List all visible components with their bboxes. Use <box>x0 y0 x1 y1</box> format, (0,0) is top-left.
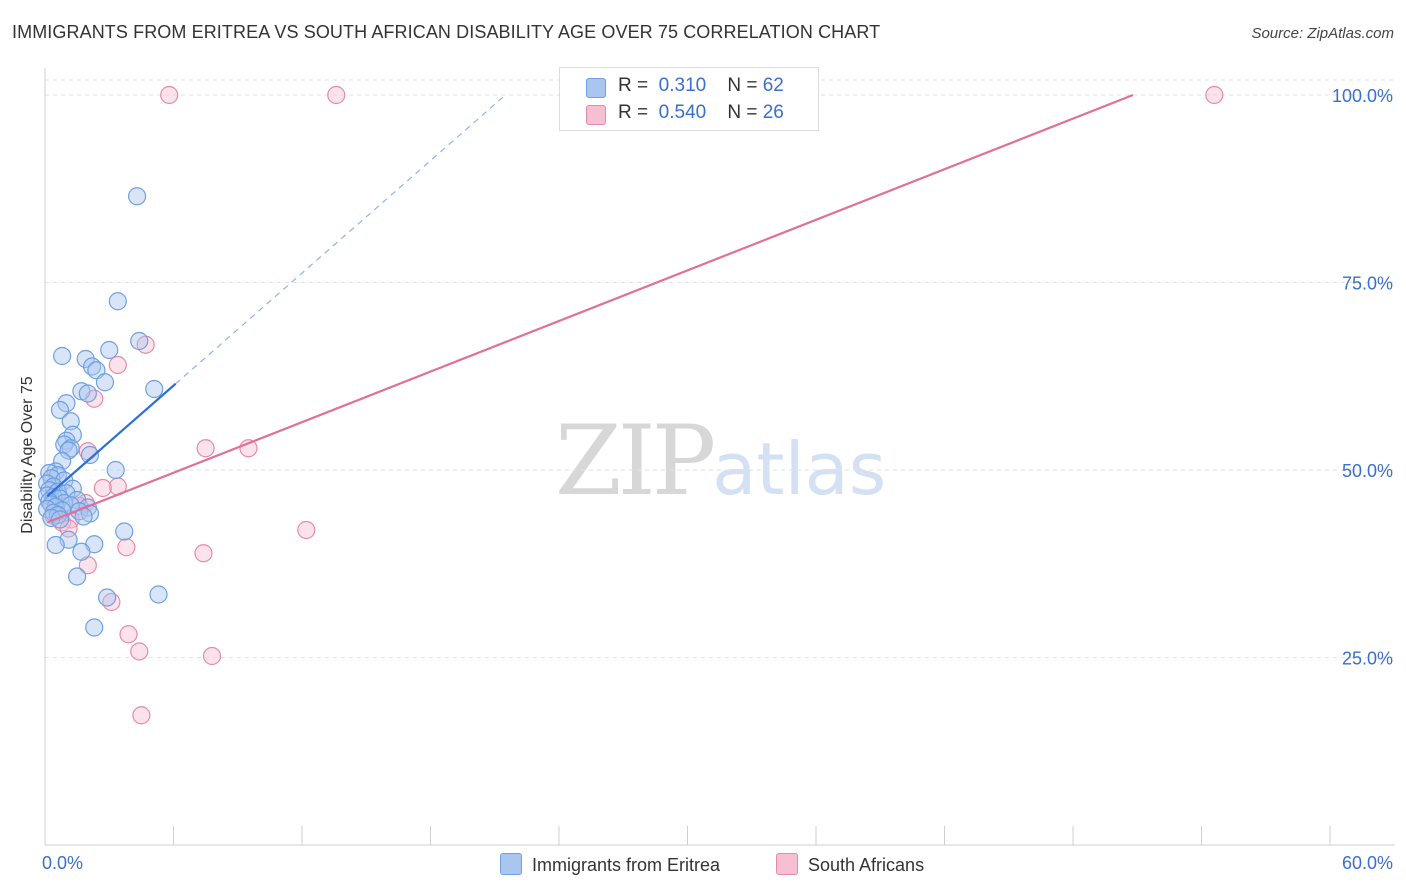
legend-n-value-south-africans: 26 <box>762 102 784 123</box>
point-eritrea-53 <box>115 522 134 541</box>
legend-n-value-eritrea: 62 <box>762 75 784 96</box>
point-south-africans-0 <box>160 85 179 105</box>
point-eritrea-8 <box>95 373 115 392</box>
legend-r-label-eritrea: R = <box>618 75 649 96</box>
trendline-eritrea-extension <box>175 94 506 385</box>
legend-r-value-south-africans: 0.540 <box>658 102 707 123</box>
point-south-africans-6 <box>196 439 215 458</box>
point-eritrea-13 <box>50 400 70 420</box>
point-south-africans-24 <box>202 646 222 666</box>
x-tick-label-0: 0.0% <box>42 853 83 873</box>
series-legend-eritrea: Immigrants from Eritrea <box>500 853 720 876</box>
point-south-africans-22 <box>119 625 138 644</box>
point-eritrea-20 <box>80 445 100 465</box>
chart-title: IMMIGRANTS FROM ERITREA VS SOUTH AFRICAN… <box>12 22 881 42</box>
x-tick-label-1: 60.0% <box>1342 853 1393 873</box>
legend-r-label-south-africans: R = <box>618 102 649 123</box>
y-tick-label-1: 50.0% <box>1342 461 1393 481</box>
y-tick-label-2: 75.0% <box>1342 274 1393 294</box>
point-south-africans-23 <box>130 642 149 661</box>
series-label-south-africans: South Africans <box>808 855 925 875</box>
point-eritrea-1 <box>108 292 127 311</box>
watermark-zip: ZIP <box>555 405 716 517</box>
point-south-africans-1 <box>327 85 346 105</box>
legend-swatch-eritrea <box>586 78 606 98</box>
point-south-africans-18 <box>117 538 136 557</box>
y-tick-label-0: 25.0% <box>1342 649 1393 669</box>
trendline-eritrea <box>46 382 177 498</box>
point-eritrea-2 <box>100 340 119 360</box>
point-south-africans-10 <box>93 478 112 498</box>
correlation-legend: R = 0.310 N = 62 R = 0.540 N = 26 <box>559 67 819 131</box>
point-eritrea-58 <box>68 567 87 586</box>
point-eritrea-4 <box>53 346 72 366</box>
trendline-south-africans <box>46 93 1134 524</box>
legend-n-label-south-africans: N = <box>727 102 758 123</box>
series-legend-south-africans: South Africans <box>776 853 924 876</box>
point-eritrea-18 <box>61 439 80 458</box>
series-swatch-south-africans <box>776 853 798 875</box>
point-south-africans-17 <box>297 520 316 540</box>
point-eritrea-3 <box>130 331 149 351</box>
series-swatch-eritrea <box>500 853 522 875</box>
point-eritrea-14 <box>61 412 80 431</box>
point-eritrea-55 <box>46 535 65 555</box>
point-eritrea-5 <box>76 349 95 369</box>
legend-n-label-eritrea: N = <box>727 75 758 96</box>
watermark: ZIPatlas <box>555 405 886 517</box>
point-eritrea-61 <box>85 618 104 637</box>
watermark-atlas: atlas <box>712 427 887 511</box>
point-eritrea-11 <box>145 379 164 399</box>
point-eritrea-21 <box>53 451 72 471</box>
point-eritrea-59 <box>98 588 117 607</box>
series-label-eritrea: Immigrants from Eritrea <box>532 855 721 875</box>
point-south-africans-2 <box>1205 85 1224 105</box>
point-eritrea-0 <box>127 187 147 206</box>
legend-r-value-eritrea: 0.310 <box>658 75 707 96</box>
legend-swatch-south-africans <box>586 105 606 125</box>
source-label: Source: ZipAtlas.com <box>1251 25 1394 42</box>
point-south-africans-25 <box>132 706 151 725</box>
y-tick-label-3: 100.0% <box>1332 86 1393 106</box>
point-eritrea-57 <box>72 542 91 561</box>
point-south-africans-4 <box>108 355 127 375</box>
point-eritrea-10 <box>78 384 97 403</box>
point-south-africans-19 <box>194 544 213 563</box>
point-eritrea-12 <box>57 394 76 413</box>
point-eritrea-60 <box>149 585 168 604</box>
point-eritrea-22 <box>106 460 125 480</box>
point-eritrea-19 <box>59 441 78 460</box>
